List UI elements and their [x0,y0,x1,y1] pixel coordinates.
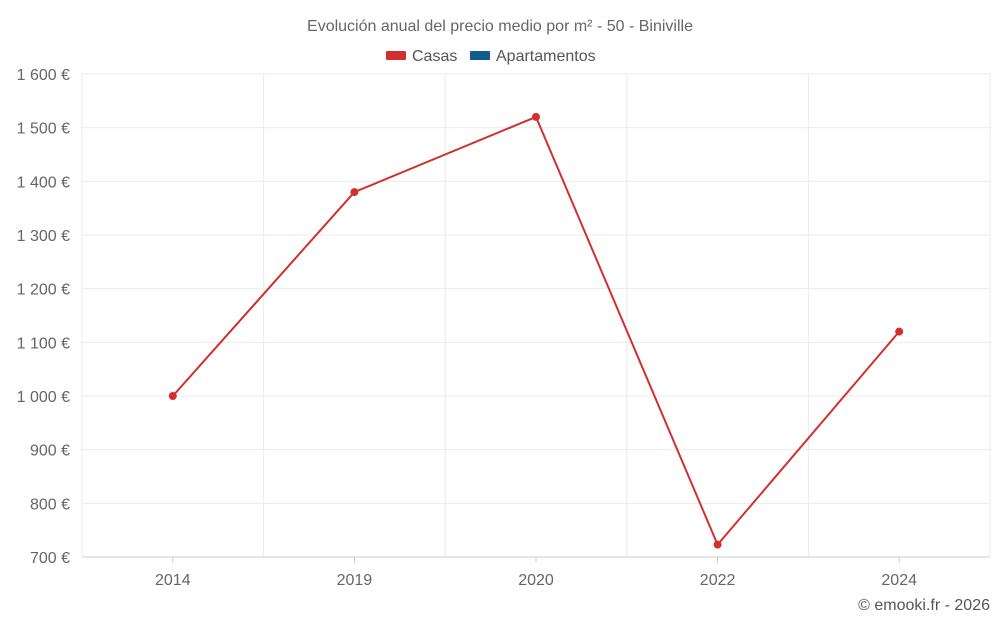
y-tick-label: 1 300 € [17,228,70,245]
data-point[interactable] [532,112,540,121]
x-tick-label: 2024 [881,572,917,589]
grid [81,73,991,557]
credit-text: © emooki.fr - 2026 [858,597,990,614]
legend-item-casas[interactable]: Casas [386,48,457,65]
legend-label-apartamentos: Apartamentos [496,48,596,65]
legend[interactable]: Casas Apartamentos [386,48,596,65]
y-tick-label: 1 000 € [17,389,70,406]
x-tick-label: 2020 [518,572,554,589]
x-tick-label: 2014 [155,572,191,589]
y-axis: 700 € 800 € 900 € 1 000 € 1 100 € 1 200 € 1 30… [17,67,70,567]
legend-item-apartamentos[interactable]: Apartamentos [470,48,596,65]
x-tick-label: 2022 [700,572,736,589]
y-tick-label: 1 200 € [17,282,70,299]
y-tick-label: 1 600 € [17,67,70,84]
data-point[interactable] [895,327,904,336]
data-point[interactable] [713,540,722,549]
data-point[interactable] [350,188,359,197]
x-tick-label: 2019 [337,572,373,589]
legend-swatch-casas [386,51,406,60]
y-tick-label: 700 € [30,550,70,567]
y-tick-label: 1 500 € [17,121,70,138]
y-tick-label: 1 400 € [17,174,70,191]
x-axis: 2014 2019 2020 2022 2024 [82,556,990,589]
plot-series [168,112,904,549]
legend-swatch-apartamentos [470,51,490,60]
y-tick-label: 1 100 € [17,335,70,352]
y-tick-label: 900 € [30,443,70,460]
chart-title: Evolución anual del precio medio por m² … [307,18,693,35]
legend-label-casas: Casas [412,48,457,65]
data-point[interactable] [168,392,177,400]
y-tick-label: 800 € [30,496,70,513]
